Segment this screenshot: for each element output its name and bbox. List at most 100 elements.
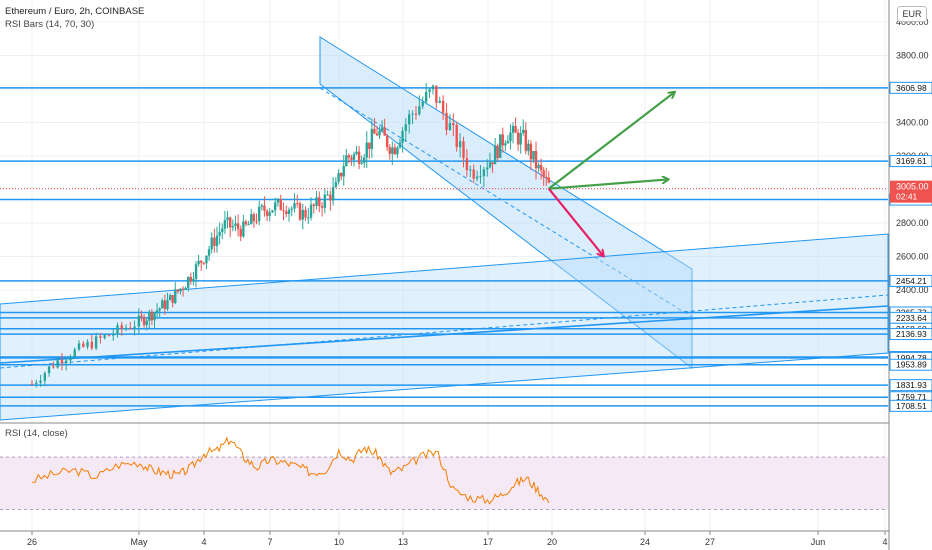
- candle-body: [200, 260, 203, 263]
- candle-body: [268, 212, 271, 216]
- candle-body: [424, 91, 428, 102]
- candle-body: [124, 327, 128, 330]
- level-badge: [889, 358, 932, 371]
- candle-body: [215, 235, 219, 247]
- candle-body: [103, 335, 106, 338]
- candle-body: [414, 113, 418, 115]
- candle-body: [527, 143, 530, 151]
- level-badge: [889, 328, 932, 341]
- candle-body: [472, 169, 475, 179]
- candle-body: [355, 151, 358, 155]
- candle-body: [140, 315, 143, 317]
- candle-body: [202, 262, 206, 264]
- candle-body: [334, 181, 338, 188]
- candle-body: [506, 141, 510, 144]
- candle-body: [393, 147, 397, 155]
- candle-body: [386, 135, 389, 148]
- candle-body: [404, 124, 407, 131]
- trend-channels: [0, 36, 889, 421]
- candle-body: [260, 205, 264, 207]
- candle-body: [375, 133, 379, 136]
- candle-body: [347, 155, 351, 158]
- level-badge-label: 2454.21: [896, 276, 927, 286]
- candle-body: [323, 194, 327, 208]
- candle-body: [452, 123, 455, 126]
- candle-body: [194, 264, 198, 279]
- time-tick-label: 24: [640, 537, 650, 547]
- candle-body: [383, 127, 386, 136]
- countdown-label: 02:41: [896, 192, 918, 202]
- candle-body: [192, 278, 195, 282]
- candle-body: [537, 164, 540, 169]
- candle-body: [82, 343, 85, 347]
- candle-body: [373, 128, 376, 134]
- candle-body: [94, 336, 98, 349]
- projection-arrows[interactable]: [547, 92, 674, 256]
- candle-body: [304, 209, 307, 218]
- price-tick-label: 2800.00: [896, 218, 929, 228]
- candle-body: [293, 203, 296, 209]
- candle-body: [263, 205, 266, 211]
- bullish-arrow[interactable]: [548, 179, 668, 190]
- candle-body: [35, 382, 38, 384]
- candle-body: [421, 101, 424, 107]
- time-tick-label: 26: [27, 537, 37, 547]
- bullish-arrow[interactable]: [548, 92, 674, 190]
- candle-body: [296, 203, 299, 205]
- candle-body: [179, 288, 182, 292]
- candle-body: [129, 327, 132, 329]
- candle-body: [137, 315, 141, 327]
- candle-body: [242, 221, 245, 237]
- candle-body: [69, 357, 72, 361]
- candle-body: [52, 366, 55, 368]
- price-tick-label: 2600.00: [896, 252, 929, 262]
- candle-body: [148, 311, 151, 321]
- candle-body: [331, 187, 335, 201]
- rsi-band: [0, 457, 888, 510]
- candle-body: [274, 202, 277, 211]
- candle-body: [357, 151, 361, 164]
- currency-button[interactable]: EUR: [897, 6, 927, 22]
- bearish-arrow[interactable]: [547, 187, 603, 256]
- candle-body: [398, 142, 402, 148]
- candle-body: [312, 204, 315, 206]
- candle-body: [388, 147, 391, 154]
- candle-body: [519, 133, 522, 145]
- horizontal-levels[interactable]: [0, 87, 888, 407]
- ascending-channel-midline: [0, 294, 889, 369]
- candle-body: [339, 172, 343, 177]
- time-tick-label: Jun: [811, 537, 826, 547]
- candle-body: [539, 164, 543, 171]
- candle-body: [187, 276, 190, 288]
- time-tick-label: 4: [882, 537, 887, 547]
- candle-body: [428, 89, 431, 92]
- rsi-label: RSI (14, close): [5, 428, 68, 439]
- candle-body: [469, 169, 472, 171]
- candle-body: [116, 325, 119, 335]
- candle-body: [155, 310, 159, 313]
- level-badge-label: 3606.98: [896, 83, 927, 93]
- price-axis: 2400.002600.002800.003000.003200.003400.…: [889, 0, 932, 550]
- candle-body: [309, 204, 313, 218]
- level-badge-label: 1759.71: [896, 392, 927, 402]
- candle-body: [342, 166, 345, 177]
- candle-body: [534, 151, 538, 169]
- chart-title: Ethereum / Euro, 2h, COINBASE: [5, 6, 145, 17]
- candle-body: [524, 130, 527, 151]
- price-tick-label: 2400.00: [896, 285, 929, 295]
- level-badge-label: 3169.61: [896, 156, 927, 166]
- candle-body: [458, 141, 462, 148]
- candle-body: [250, 214, 253, 225]
- candle-body: [226, 217, 229, 221]
- candle-body: [378, 130, 381, 136]
- candle-body: [401, 130, 404, 143]
- candle-body: [368, 142, 371, 149]
- candle-body: [90, 341, 94, 349]
- candle-body: [529, 143, 533, 160]
- candle-body: [73, 349, 76, 358]
- candle-body: [475, 176, 479, 179]
- candle-body: [184, 287, 187, 290]
- candle-body: [488, 162, 492, 168]
- candle-body: [465, 158, 469, 171]
